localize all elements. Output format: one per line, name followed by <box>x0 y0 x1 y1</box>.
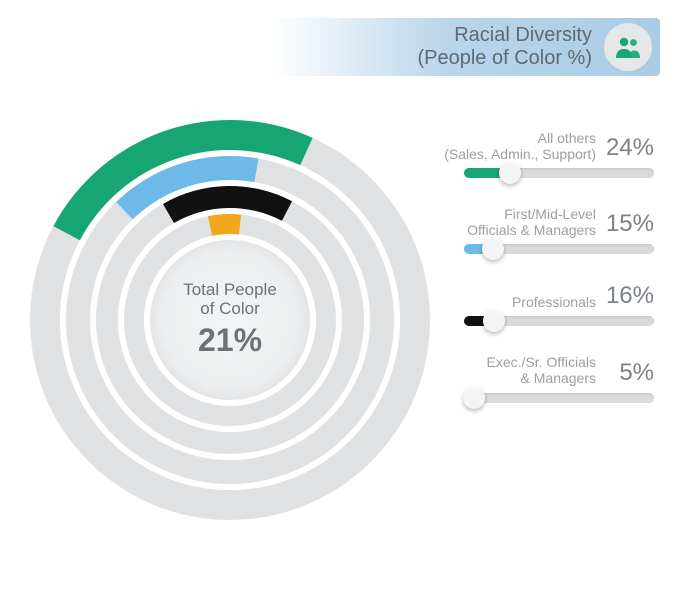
slider-label-first-mid: First/Mid-LevelOfficials & Managers <box>467 206 596 238</box>
category-sliders: All others(Sales, Admin., Support)24% Fir… <box>444 130 654 431</box>
slider-label-exec-sr: Exec./Sr. Officials& Managers <box>487 354 596 386</box>
slider-label-professionals: Professionals <box>512 294 596 310</box>
header-banner: Racial Diversity (People of Color %) <box>270 18 660 76</box>
diversity-donut-chart: Total People of Color 21% <box>30 120 430 520</box>
slider-row-exec-sr: Exec./Sr. Officials& Managers5% <box>444 354 654 402</box>
slider-knob-all-others[interactable] <box>499 162 521 184</box>
ring-arc-exec-sr <box>208 214 241 236</box>
slider-row-first-mid: First/Mid-LevelOfficials & Managers15% <box>444 206 654 254</box>
slider-knob-exec-sr[interactable] <box>463 387 485 409</box>
slider-track-exec-sr[interactable] <box>464 393 654 403</box>
header-title-line2: (People of Color %) <box>417 47 592 70</box>
slider-row-professionals: Professionals 16% <box>444 282 654 326</box>
chart-center-label: Total People of Color 21% <box>183 281 277 359</box>
slider-row-all-others: All others(Sales, Admin., Support)24% <box>444 130 654 178</box>
slider-value-exec-sr: 5% <box>602 359 654 387</box>
slider-knob-professionals[interactable] <box>483 310 505 332</box>
slider-value-first-mid: 15% <box>602 210 654 238</box>
header-title-line1: Racial Diversity <box>417 24 592 47</box>
slider-value-professionals: 16% <box>602 282 654 310</box>
slider-track-first-mid[interactable] <box>464 244 654 254</box>
slider-track-professionals[interactable] <box>464 316 654 326</box>
header-title: Racial Diversity (People of Color %) <box>417 24 592 70</box>
slider-track-all-others[interactable] <box>464 168 654 178</box>
slider-value-all-others: 24% <box>602 134 654 162</box>
center-label-line2: of Color <box>183 300 277 319</box>
people-icon <box>604 23 652 71</box>
slider-knob-first-mid[interactable] <box>482 238 504 260</box>
center-label-value: 21% <box>183 322 277 359</box>
center-label-line1: Total People <box>183 281 277 300</box>
slider-label-all-others: All others(Sales, Admin., Support) <box>444 130 596 162</box>
